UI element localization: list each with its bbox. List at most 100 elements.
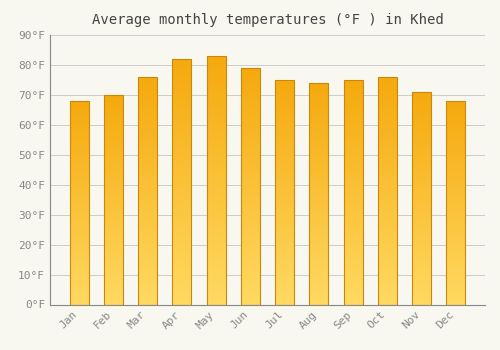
Bar [206,227,226,230]
Bar [412,100,431,103]
Bar [138,270,157,273]
Bar [70,269,88,271]
Bar [446,292,465,294]
Bar [70,259,88,261]
Bar [206,190,226,193]
Bar [138,228,157,231]
Bar [275,184,294,187]
Bar [412,153,431,156]
Bar [344,246,362,248]
Bar [241,245,260,248]
Bar [172,136,192,139]
Bar [241,162,260,166]
Bar [412,103,431,105]
Bar [275,139,294,142]
Bar [275,285,294,288]
Bar [70,159,88,162]
Bar [241,263,260,266]
Bar [275,88,294,91]
Bar [104,145,123,147]
Bar [104,158,123,160]
Bar [172,169,192,173]
Bar [206,87,226,90]
Bar [378,140,397,142]
Bar [206,71,226,75]
Bar [172,148,192,151]
Bar [344,97,362,99]
Bar [70,231,88,233]
Bar [241,189,260,192]
Bar [172,133,192,136]
Bar [206,196,226,199]
Bar [172,256,192,258]
Bar [206,180,226,183]
Bar [412,92,431,94]
Bar [206,273,226,276]
Bar [206,298,226,301]
Bar [275,119,294,122]
Bar [172,265,192,268]
Bar [241,86,260,89]
Bar [70,152,88,154]
Bar [412,278,431,281]
Bar [206,205,226,208]
Bar [378,276,397,279]
Bar [446,226,465,228]
Bar [206,56,226,59]
Bar [206,283,226,286]
Bar [104,184,123,187]
Bar [241,133,260,136]
Bar [412,177,431,180]
Bar [344,125,362,128]
Bar [310,299,328,302]
Bar [70,238,88,241]
Bar [412,92,431,304]
Bar [104,160,123,163]
Bar [104,195,123,197]
Bar [172,124,192,126]
Bar [446,282,465,284]
Bar [104,213,123,215]
Bar [446,287,465,289]
Bar [206,239,226,242]
Bar [378,162,397,165]
Bar [344,167,362,170]
Bar [275,159,294,161]
Bar [275,215,294,217]
Bar [412,211,431,214]
Bar [378,105,397,108]
Bar [241,89,260,92]
Bar [344,150,362,153]
Bar [206,103,226,106]
Bar [70,101,88,103]
Bar [206,149,226,152]
Bar [104,121,123,124]
Bar [172,228,192,231]
Bar [241,272,260,275]
Bar [241,275,260,278]
Bar [378,80,397,83]
Bar [70,241,88,243]
Bar [241,231,260,233]
Bar [446,108,465,111]
Bar [275,83,294,85]
Bar [206,65,226,68]
Bar [70,297,88,299]
Bar [412,283,431,286]
Bar [70,149,88,152]
Bar [206,211,226,215]
Bar [446,203,465,205]
Bar [104,187,123,189]
Bar [275,276,294,279]
Bar [275,150,294,153]
Bar [378,148,397,151]
Bar [310,105,328,108]
Bar [344,83,362,85]
Bar [172,234,192,237]
Bar [241,174,260,177]
Bar [446,195,465,198]
Bar [172,182,192,185]
Bar [104,220,123,223]
Bar [241,103,260,106]
Bar [378,287,397,290]
